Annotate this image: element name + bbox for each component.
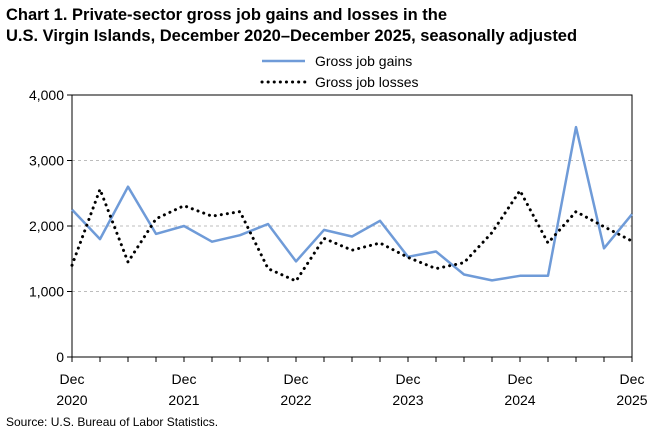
- x-tick-label-year: 2023: [392, 392, 423, 408]
- y-tick-label: 1,000: [29, 284, 64, 300]
- series-group: [70, 125, 634, 283]
- y-tick-label: 4,000: [29, 87, 64, 103]
- x-tick-label-month: Dec: [396, 371, 421, 387]
- chart-title-line-2: U.S. Virgin Islands, December 2020–Decem…: [6, 27, 578, 45]
- x-tick-label-month: Dec: [60, 371, 85, 387]
- x-tick-label-year: 2024: [504, 392, 535, 408]
- y-tick-label: 0: [56, 349, 64, 365]
- x-tick-label-year: 2022: [280, 392, 311, 408]
- chart-title: Chart 1. Private-sector gross job gains …: [6, 5, 661, 47]
- x-tick-label-month: Dec: [508, 371, 533, 387]
- x-tick-label-month: Dec: [172, 371, 197, 387]
- series-line-gross-job-losses: [70, 187, 634, 283]
- x-tick-label-month: Dec: [284, 371, 309, 387]
- legend: Gross job gains Gross job losses: [260, 53, 418, 90]
- series-line-gross-job-gains: [71, 125, 633, 282]
- legend-label-gross-job-losses: Gross job losses: [315, 74, 418, 90]
- x-tick-label-month: Dec: [620, 371, 645, 387]
- x-tick-label-year: 2025: [616, 392, 647, 408]
- legend-label-gross-job-gains: Gross job gains: [315, 53, 412, 69]
- chart-title-line-1: Chart 1. Private-sector gross job gains …: [6, 6, 448, 24]
- y-tick-label: 3,000: [29, 153, 64, 169]
- source-note: Source: U.S. Bureau of Labor Statistics.: [6, 415, 219, 429]
- x-tick-label-year: 2020: [56, 392, 87, 408]
- y-axis-ticks: 0 1,000 2,000 3,000 4,000: [29, 87, 72, 365]
- x-axis-ticks: Dec 2020 Dec 2021 Dec 2022 Dec 2023 Dec 2024 Dec 20…: [56, 357, 648, 408]
- y-tick-label: 2,000: [29, 218, 64, 234]
- x-tick-label-year: 2021: [168, 392, 199, 408]
